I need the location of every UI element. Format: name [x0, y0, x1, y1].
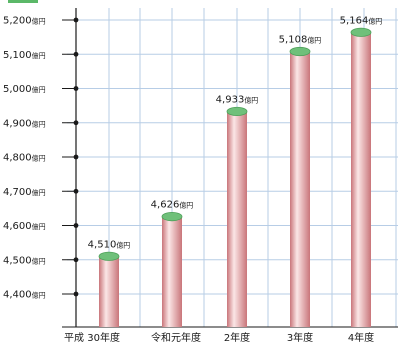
bar-cap-2	[226, 106, 248, 117]
bar-cap-1	[161, 211, 183, 222]
bar-3	[289, 46, 311, 327]
bar-cap-3	[289, 46, 311, 57]
y-tick-label-5: 4,900億円	[3, 118, 46, 129]
bar-body-1	[162, 216, 182, 327]
y-tick-label-6: 5,000億円	[3, 84, 46, 95]
data-label-3: 5,108億円	[279, 35, 322, 46]
y-tick-label-0: 4,400億円	[3, 290, 46, 301]
label-layer: 4,400億円 4,500億円 4,600億円 4,700億円 4,800億円 4,900…	[3, 15, 382, 344]
category-label-3: 3年度	[287, 331, 313, 344]
y-tick-label-2: 4,600億円	[3, 221, 46, 232]
bar-layer	[98, 27, 372, 327]
y-tick-label-7: 5,100億円	[3, 50, 46, 61]
bar-4	[350, 27, 372, 327]
bar-body-2	[227, 111, 247, 327]
data-label-4: 5,164億円	[340, 15, 383, 26]
legend-accent-swatch	[8, 0, 38, 3]
bar-0	[98, 251, 120, 327]
bar-body-4	[351, 32, 371, 327]
y-tick-label-1: 4,500億円	[3, 255, 46, 266]
bar-body-3	[290, 51, 310, 327]
bar-cap-0	[98, 251, 120, 261]
bar-cap-4	[350, 27, 372, 37]
bar-2	[226, 106, 248, 327]
category-label-2: 2年度	[224, 331, 250, 344]
category-label-1: 令和元年度	[151, 331, 201, 344]
category-label-4: 4年度	[348, 331, 374, 344]
data-label-1: 4,626億円	[151, 200, 194, 211]
bar-1	[161, 211, 183, 327]
data-label-2: 4,933億円	[216, 94, 259, 105]
category-label-0: 平成 30年度	[64, 331, 120, 344]
y-tick-label-3: 4,700億円	[3, 187, 46, 198]
y-tick-label-4: 4,800億円	[3, 153, 46, 164]
y-tick-label-8: 5,200億円	[3, 16, 46, 27]
data-label-0: 4,510億円	[88, 239, 131, 250]
bar-body-0	[99, 256, 119, 327]
